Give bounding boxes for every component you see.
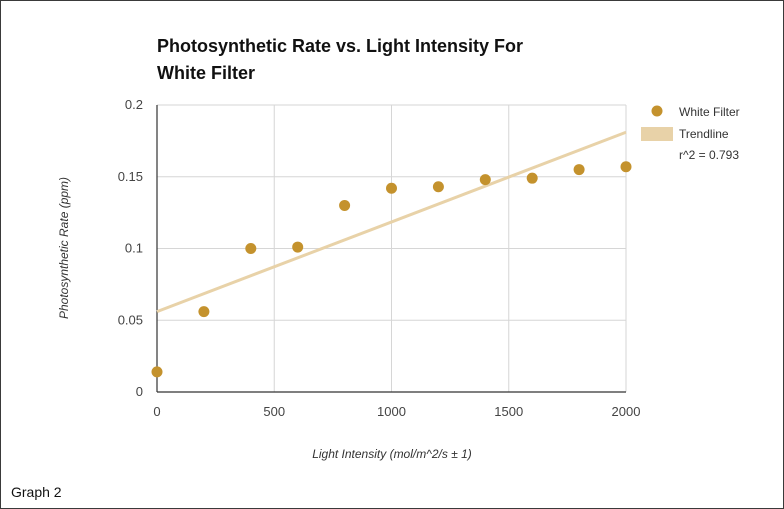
legend-swatch-trendline (641, 127, 673, 141)
graph-caption: Graph 2 (11, 484, 62, 500)
y-axis-label: Photosynthetic Rate (ppm) (57, 177, 71, 319)
trendline-layer (156, 130, 627, 314)
legend-marker-white-filter (651, 105, 663, 117)
x-tick-label: 1000 (377, 404, 406, 419)
data-point (151, 366, 163, 378)
y-tick-label: 0 (136, 384, 143, 399)
x-tick-label: 1500 (494, 404, 523, 419)
points-layer (151, 161, 632, 378)
data-point (198, 306, 210, 318)
data-point (573, 164, 585, 176)
y-tick-label: 0.2 (125, 97, 143, 112)
y-tick-label: 0.15 (118, 169, 143, 184)
data-point (386, 182, 397, 194)
x-tick-label: 2000 (612, 404, 641, 419)
y-tick-label: 0.05 (118, 312, 143, 327)
data-point (432, 181, 444, 193)
data-point (339, 199, 351, 211)
trendline (156, 130, 627, 314)
data-point (620, 161, 632, 173)
chart-title-line-2: White Filter (157, 63, 255, 83)
tick-labels: 0 0.05 0.1 0.15 0.2 0 500 1000 1500 2000 (118, 97, 641, 419)
grid-lines (157, 104, 627, 392)
x-tick-label: 500 (263, 404, 285, 419)
data-point (526, 172, 538, 184)
legend-r2-value: r^2 = 0.793 (679, 148, 739, 162)
data-point (479, 174, 491, 186)
data-point (245, 243, 257, 254)
chart-title-line-1: Photosynthetic Rate vs. Light Intensity … (157, 36, 523, 56)
legend-label-white-filter: White Filter (679, 105, 740, 119)
legend-label-trendline: Trendline (679, 127, 729, 141)
axes (156, 105, 626, 393)
data-point (292, 241, 304, 253)
legend: White Filter Trendline r^2 = 0.793 (641, 105, 740, 162)
y-tick-label: 0.1 (125, 241, 143, 256)
x-axis-label: Light Intensity (mol/m^2/s ± 1) (312, 447, 472, 461)
x-tick-label: 0 (153, 404, 160, 419)
